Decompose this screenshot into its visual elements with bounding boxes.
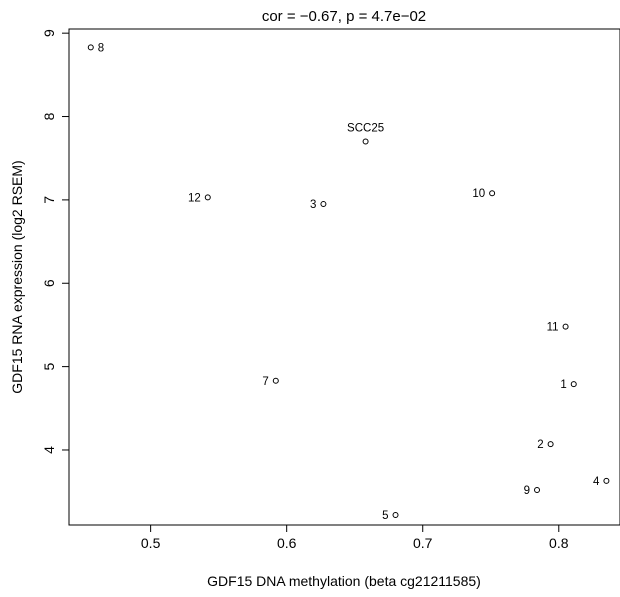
data-point [392, 511, 399, 518]
data-point [362, 138, 369, 145]
y-tick-label: 4 [41, 446, 57, 454]
data-point [204, 194, 211, 201]
point-label: 5 [382, 510, 388, 522]
point-label: 11 [547, 322, 559, 334]
data-point [603, 477, 610, 484]
data-point [489, 190, 496, 197]
y-tick-label: 5 [41, 363, 57, 371]
point-label: 3 [310, 199, 316, 211]
point-label: 10 [472, 188, 485, 200]
y-axis-title: GDF15 RNA expression (log2 RSEM) [9, 160, 25, 393]
y-tick-label: 6 [41, 279, 57, 287]
x-tick-label: 0.8 [549, 535, 569, 551]
plot-frame [68, 28, 620, 526]
y-axis: 4 5 6 7 8 9 [41, 29, 69, 454]
data-point [570, 381, 577, 388]
point-label: 2 [537, 439, 543, 451]
x-axis: 0.5 0.6 0.7 0.8 [141, 525, 569, 551]
point-label: 9 [524, 485, 530, 497]
point-label: 4 [593, 476, 600, 488]
chart-title: cor = −0.67, p = 4.7e−02 [262, 8, 426, 25]
x-axis-title: GDF15 DNA methylation (beta cg21211585) [207, 573, 481, 589]
data-point [534, 486, 541, 493]
y-tick-label: 9 [41, 29, 57, 37]
y-tick-label: 7 [41, 196, 57, 204]
x-tick-label: 0.7 [413, 535, 433, 551]
point-label: 7 [262, 376, 268, 388]
point-label: 1 [560, 379, 566, 391]
data-point [562, 323, 569, 330]
point-label: SCC25 [347, 123, 384, 135]
point-label: 8 [98, 42, 104, 54]
data-point [272, 377, 279, 384]
data-point [87, 44, 94, 51]
point-label: 12 [188, 192, 201, 204]
x-tick-label: 0.5 [141, 535, 161, 551]
x-tick-label: 0.6 [277, 535, 297, 551]
y-tick-label: 8 [41, 112, 57, 120]
data-point [547, 441, 554, 448]
data-point [320, 201, 327, 208]
